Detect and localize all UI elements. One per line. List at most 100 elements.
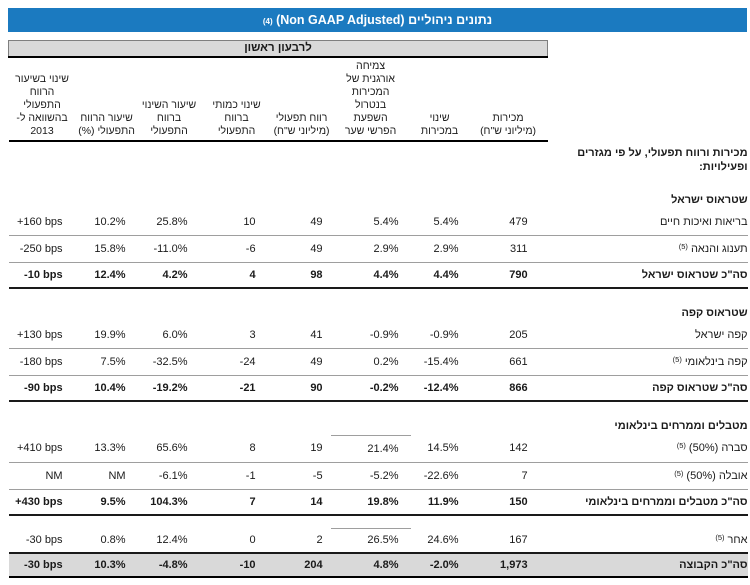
footnote-ref: (5) bbox=[674, 468, 684, 478]
cell-quantity-change: -6 bbox=[200, 235, 273, 263]
cell-change-rate bbox=[138, 141, 201, 180]
cell-organic-growth bbox=[331, 141, 411, 180]
cell-sales bbox=[469, 141, 548, 180]
cell-operating-profit bbox=[273, 301, 331, 322]
cell-organic-growth: 4.8% bbox=[330, 552, 411, 578]
cell-organic-growth: 21.4% bbox=[330, 435, 411, 463]
cell-profit-rate: 13.3% bbox=[75, 435, 138, 463]
cell-change-rate bbox=[138, 288, 201, 301]
cell-quantity-change: 7 bbox=[200, 489, 273, 516]
cell-bps-change: -30 bps bbox=[8, 528, 76, 554]
row-label: בריאות ואיכות חיים bbox=[547, 209, 748, 236]
row-label: מטבלים וממרחים בינלאומי bbox=[548, 414, 747, 435]
cell-quantity-change bbox=[201, 180, 273, 209]
cell-sales: 866 bbox=[468, 375, 548, 402]
cell-profit-rate bbox=[76, 414, 138, 435]
table-row-other: אחר(5) 167 24.6% 26.5% 2 0 12.4% 0.8% -30 bps bbox=[8, 528, 748, 554]
cell-organic-growth: 26.5% bbox=[330, 528, 411, 554]
cell-organic-growth bbox=[331, 180, 411, 209]
cell-sales: 311 bbox=[468, 235, 548, 263]
cell-profit-rate: 12.4% bbox=[75, 262, 138, 289]
cell-quantity-change: -1 bbox=[200, 462, 273, 490]
cell-sales-change: 11.9% bbox=[410, 489, 469, 516]
period-header-row: לרבעון ראשון bbox=[7, 40, 748, 58]
cell-sales: 1,973 bbox=[468, 552, 548, 578]
cell-profit-rate bbox=[76, 401, 138, 414]
cell-profit-rate: 10.3% bbox=[75, 552, 138, 578]
cell-bps-change: -180 bps bbox=[8, 348, 76, 376]
table-row-data: קפה בינלאומי(5) 661 -15.4% 0.2% 49 -24 -32.5% 7… bbox=[8, 348, 748, 376]
cell-bps-change: +160 bps bbox=[8, 209, 76, 236]
cell-organic-growth: 0.2% bbox=[330, 348, 411, 376]
table-row-data: בריאות ואיכות חיים 479 5.4% 5.4% 49 10 25.8% 10… bbox=[8, 209, 748, 236]
cell-operating-profit bbox=[273, 414, 331, 435]
footnote-ref: (5) bbox=[678, 242, 688, 251]
table-row-section: שטראוס קפה bbox=[9, 301, 748, 322]
cell-quantity-change: 10 bbox=[200, 209, 273, 236]
cell-bps-change bbox=[9, 141, 76, 180]
row-label-text: אובלה (50%) bbox=[686, 469, 748, 482]
cell-sales-change: -12.4% bbox=[410, 375, 469, 402]
table-row-section: מטבלים וממרחים בינלאומי bbox=[9, 414, 748, 436]
footnote-ref: (5) bbox=[715, 532, 725, 542]
cell-profit-rate: 10.4% bbox=[75, 375, 138, 402]
cell-operating-profit bbox=[273, 288, 331, 301]
row-label: קפה בינלאומי(5) bbox=[547, 348, 748, 376]
cell-change-rate: -4.8% bbox=[137, 552, 201, 578]
row-label bbox=[548, 515, 748, 529]
cell-sales: 661 bbox=[468, 348, 548, 376]
cell-operating-profit: 98 bbox=[272, 262, 331, 289]
title-footnote-ref: (4) bbox=[262, 17, 273, 26]
cell-quantity-change: 4 bbox=[200, 262, 273, 289]
cell-quantity-change: 8 bbox=[200, 435, 273, 463]
cell-operating-profit: -5 bbox=[272, 462, 331, 490]
row-label-text: קפה בינלאומי bbox=[684, 356, 748, 368]
cell-organic-growth: -0.9% bbox=[330, 322, 411, 349]
table-row-data: קפה ישראל 205 -0.9% -0.9% 41 3 6.0% 19.9% +130 b… bbox=[8, 322, 748, 349]
cell-quantity-change bbox=[201, 414, 273, 435]
row-label-text: סה"כ מטבלים וממרחים בינלאומי bbox=[585, 495, 748, 508]
cell-profit-rate bbox=[76, 288, 138, 301]
footnote-ref: (5) bbox=[676, 441, 686, 451]
cell-change-rate: -6.1% bbox=[137, 462, 201, 490]
table-row-data: סברה (50%)(5) 142 14.5% 21.4% 19 8 65.6% 13.3% +… bbox=[8, 435, 748, 463]
cell-organic-growth: 5.4% bbox=[330, 209, 411, 236]
cell-quantity-change bbox=[201, 301, 273, 322]
column-header-change-rate: שיעור השינוי ברווח התפעולי bbox=[137, 57, 201, 142]
cell-bps-change: +410 bps bbox=[8, 435, 76, 463]
cell-sales: 150 bbox=[468, 489, 548, 516]
table-row-caption: מכירות ורווח תפעולי, על פי מגזרים ופעילו… bbox=[9, 141, 747, 180]
column-header-row: מכירות (מיליוני ש"ח) שינוי במכירות צמיחה א… bbox=[8, 57, 748, 142]
cell-organic-growth bbox=[330, 514, 411, 529]
row-label-text: סה"כ שטראוס קפה bbox=[652, 382, 748, 394]
cell-operating-profit bbox=[273, 180, 331, 209]
cell-operating-profit bbox=[273, 141, 331, 180]
cell-quantity-change: 3 bbox=[200, 322, 273, 349]
table-row-data: תענוג והנאה(5) 311 2.9% 2.9% 49 -6 -11.0% 15.8%… bbox=[8, 235, 748, 263]
row-label-text: שטראוס קפה bbox=[681, 307, 748, 319]
cell-change-rate bbox=[138, 401, 201, 414]
cell-bps-change bbox=[9, 401, 76, 414]
cell-sales: 7 bbox=[468, 462, 548, 490]
cell-bps-change: +130 bps bbox=[8, 322, 76, 349]
row-label: אובלה (50%)(5) bbox=[547, 462, 748, 490]
table-row-data: אובלה (50%)(5) 7 -22.6% -5.2% -5 -1 -6.1% NM NM bbox=[8, 462, 748, 490]
cell-sales bbox=[469, 401, 548, 414]
cell-bps-change bbox=[9, 515, 76, 529]
cell-quantity-change bbox=[201, 401, 273, 414]
cell-bps-change: NM bbox=[8, 462, 76, 490]
cell-bps-change: -90 bps bbox=[8, 375, 76, 402]
cell-quantity-change: 0 bbox=[200, 528, 273, 554]
cell-quantity-change: -10 bbox=[200, 552, 273, 578]
cell-operating-profit: 49 bbox=[272, 209, 331, 236]
cell-quantity-change: -24 bbox=[200, 348, 273, 376]
row-label: שטראוס קפה bbox=[548, 301, 748, 322]
cell-organic-growth: 4.4% bbox=[330, 262, 411, 289]
row-label-text: סברה (50%) bbox=[688, 442, 748, 455]
segments-table: לרבעון ראשון מכירות (מיליוני ש"ח) שינוי ב… bbox=[7, 40, 748, 578]
cell-quantity-change bbox=[201, 515, 273, 529]
cell-operating-profit: 204 bbox=[272, 552, 331, 578]
cell-sales-change bbox=[411, 180, 469, 209]
column-header-profit-rate: שיעור הרווח התפעולי (%) bbox=[75, 57, 138, 142]
report-title-latin: (Non GAAP Adjusted) bbox=[276, 13, 405, 27]
